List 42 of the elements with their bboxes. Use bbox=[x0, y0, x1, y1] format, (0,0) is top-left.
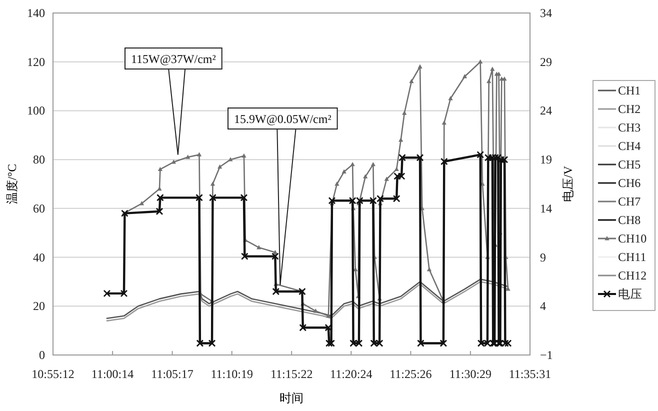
legend-label: CH7 bbox=[618, 194, 641, 208]
x-tick-label: 11:20:24 bbox=[330, 367, 372, 381]
y2-tick-label: 4 bbox=[540, 299, 546, 314]
x-tick-label: 11:05:17 bbox=[151, 367, 194, 381]
y2-tick-label: 29 bbox=[540, 54, 552, 69]
y-tick-label: 60 bbox=[33, 201, 45, 216]
x-tick-label: 11:35:31 bbox=[508, 367, 552, 381]
legend-label: CH2 bbox=[618, 102, 641, 116]
y-tick-label: 40 bbox=[33, 250, 45, 264]
x-tick-label: 11:25:26 bbox=[390, 367, 432, 381]
legend-label: CH3 bbox=[618, 120, 641, 134]
x-tick-label: 11:10:19 bbox=[210, 367, 253, 381]
y-axis-title: 温度/°C bbox=[5, 164, 19, 204]
y-tick-label: 20 bbox=[33, 299, 45, 314]
x-tick-label: 11:30:29 bbox=[449, 367, 492, 381]
y2-tick-label: 9 bbox=[540, 250, 546, 264]
x-tick-label: 10:55:12 bbox=[32, 367, 74, 381]
legend-label: CH1 bbox=[618, 84, 641, 98]
legend-label: 电压 bbox=[618, 287, 642, 301]
y-tick-label: 120 bbox=[27, 54, 45, 69]
y2-axis-title: 电压/V bbox=[561, 166, 575, 202]
y2-tick-label: 14 bbox=[540, 201, 552, 216]
legend-label: CH10 bbox=[618, 232, 647, 246]
x-tick-label: 11:15:22 bbox=[270, 367, 313, 381]
legend-label: CH8 bbox=[618, 213, 641, 227]
x-axis-title: 时间 bbox=[280, 391, 304, 405]
y-tick-label: 0 bbox=[39, 348, 45, 362]
legend-label: CH12 bbox=[618, 268, 647, 282]
annotation: 15.9W@0.05W/cm² bbox=[234, 112, 332, 126]
y2-tick-label: 24 bbox=[540, 104, 552, 118]
y-tick-label: 100 bbox=[27, 104, 45, 118]
legend-label: CH4 bbox=[618, 139, 641, 153]
legend-label: CH6 bbox=[618, 176, 641, 190]
x-tick-label: 11:00:14 bbox=[91, 367, 134, 381]
y2-tick-label: −1 bbox=[540, 348, 553, 362]
legend-label: CH11 bbox=[618, 250, 646, 264]
legend-label: CH5 bbox=[618, 158, 641, 172]
y2-tick-label: 19 bbox=[540, 152, 552, 167]
annotation: 115W@37W/cm² bbox=[131, 52, 216, 66]
y-tick-label: 80 bbox=[33, 152, 45, 167]
y2-tick-label: 34 bbox=[540, 6, 552, 20]
y-tick-label: 140 bbox=[27, 6, 45, 20]
